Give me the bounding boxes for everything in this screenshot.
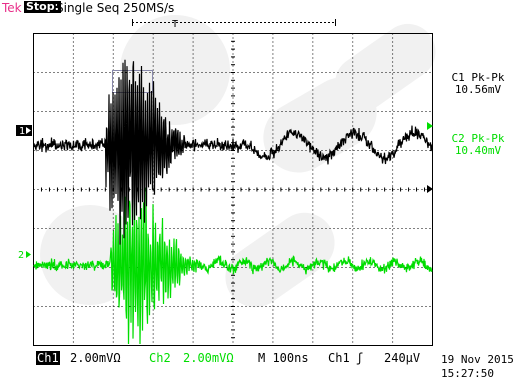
channel-1-trace (33, 59, 433, 245)
ch2-label: Ch2 (149, 351, 171, 365)
watermark-logo (40, 15, 436, 308)
trigger-slope-icon: ʃ (356, 351, 364, 365)
c2-measurement-value: 10.40mV (454, 144, 502, 157)
ch1-marker-label: 1 (19, 126, 25, 137)
c2-measurement: C2 Pk-Pk 10.40mV (440, 133, 516, 157)
c1-measurement-label: C1 Pk-Pk (451, 71, 505, 84)
status-footer: Ch1 2.00mVΩ Ch2 2.00mVΩ M 100ns Ch1 ʃ 24… (0, 349, 518, 387)
brand-label: Tek (2, 1, 22, 15)
c1-measurement: C1 Pk-Pk 10.56mV (440, 72, 516, 96)
ch1-offscreen-arrow (427, 185, 433, 193)
trigger-level-arrow (427, 122, 433, 130)
ch2-scale: 2.00mVΩ (183, 351, 234, 365)
ch2-ground-marker: 2 (18, 250, 31, 261)
timebase-readout: M 100ns (258, 351, 309, 365)
acquisition-mode: Single Seq 250MS/s (56, 1, 175, 15)
channel-2-trace (33, 187, 433, 345)
ch1-ground-marker: 1 (16, 125, 32, 137)
ch1-badge: Ch1 (36, 351, 60, 365)
run-state-badge: Stop: (24, 0, 62, 13)
ch1-scale: 2.00mVΩ (70, 351, 121, 365)
c1-measurement-value: 10.56mV (454, 83, 502, 96)
c2-measurement-label: C2 Pk-Pk (451, 132, 505, 145)
time-readout: 15:27:50 (441, 367, 494, 380)
trigger-level: 240µV (384, 351, 421, 365)
trigger-source: Ch1 (328, 351, 350, 365)
status-header: Tek Stop: Single Seq 250MS/s (0, 0, 518, 16)
ch2-marker-label: 2 (18, 250, 24, 261)
trigger-marker-label: T (172, 19, 178, 30)
date-readout: 19 Nov 2015 (441, 353, 514, 366)
trigger-position-bracket: T (132, 19, 336, 30)
